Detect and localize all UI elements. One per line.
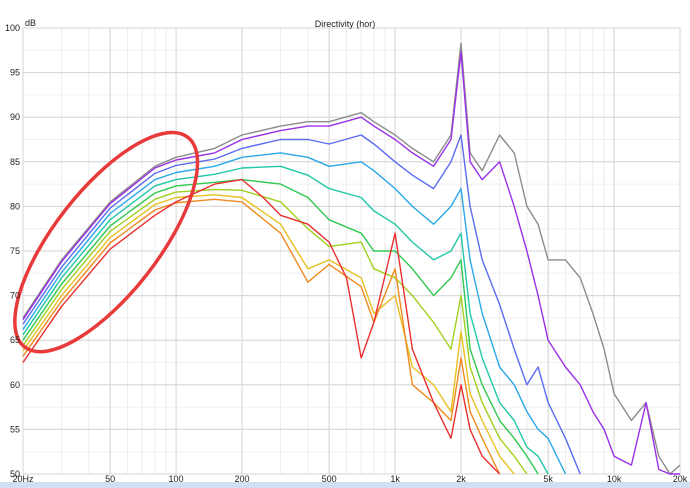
y-tick-label: 60 [10, 380, 20, 390]
y-tick-label: 55 [10, 424, 20, 434]
x-tick-label: 2k [456, 474, 466, 484]
chart-title: Directivity (hor) [315, 19, 376, 29]
x-tick-label: 50 [105, 474, 115, 484]
bottom-border-strip [0, 482, 690, 488]
series-line-5 [22, 165, 549, 475]
series-line-8 [22, 194, 515, 475]
series-line-10 [22, 178, 501, 475]
y-tick-label: 50 [10, 469, 20, 479]
x-tick-label: 100 [169, 474, 184, 484]
x-tick-label: 200 [234, 474, 249, 484]
x-tick-label: 500 [322, 474, 337, 484]
y-tick-label: 70 [10, 291, 20, 301]
y-tick-label: 75 [10, 246, 20, 256]
series-line-4 [22, 152, 567, 475]
y-tick-label: 95 [10, 68, 20, 78]
series-line-6 [22, 178, 539, 475]
series-line-7 [22, 188, 528, 475]
y-tick-label: 100 [5, 23, 20, 33]
annotation-layer [13, 130, 200, 354]
x-tick-label: 5k [543, 474, 553, 484]
y-tick-label: 85 [10, 157, 20, 167]
axis-labels: 20Hz 50 100 200 500 1k 2k 5k 10k 20k1009590858075… [0, 23, 690, 488]
y-tick-label: 65 [10, 335, 20, 345]
series-line-1 [22, 42, 681, 475]
x-tick-label: 20Hz [12, 474, 34, 484]
series-line-2 [22, 51, 680, 475]
series-line-3 [22, 134, 581, 475]
x-tick-label: 10k [607, 474, 622, 484]
grid-lines [22, 27, 681, 475]
y-tick-label: 90 [10, 112, 20, 122]
x-tick-label: 1k [390, 474, 400, 484]
x-tick-label: 20k [673, 474, 688, 484]
series-lines [22, 42, 681, 475]
highlight-ellipse [13, 130, 200, 354]
y-tick-label: 80 [10, 201, 20, 211]
y-axis-unit: dB [25, 18, 36, 28]
